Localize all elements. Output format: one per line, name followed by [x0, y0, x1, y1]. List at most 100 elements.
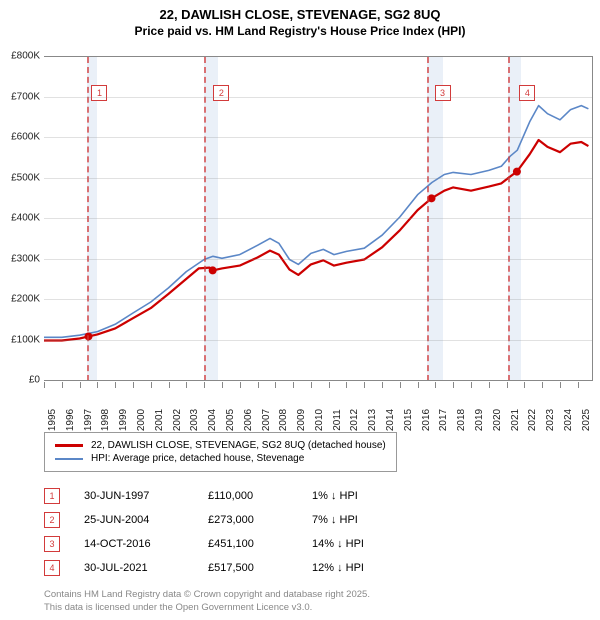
x-tick-label: 2006 — [243, 409, 254, 431]
x-tick-label: 2024 — [563, 409, 574, 431]
y-tick-label: £300K — [0, 253, 40, 264]
x-tick — [471, 382, 472, 388]
x-tick-label: 2000 — [136, 409, 147, 431]
x-tick-label: 2001 — [154, 409, 165, 431]
gridline — [44, 178, 592, 179]
sales-row-date: 30-JUL-2021 — [84, 562, 184, 574]
sales-row-price: £110,000 — [208, 490, 288, 502]
x-tick — [524, 382, 525, 388]
sale-flag: 1 — [91, 85, 107, 101]
x-tick-label: 2005 — [225, 409, 236, 431]
x-tick-label: 1998 — [100, 409, 111, 431]
sales-row-date: 30-JUN-1997 — [84, 490, 184, 502]
x-tick — [169, 382, 170, 388]
x-tick-label: 2021 — [510, 409, 521, 431]
legend: 22, DAWLISH CLOSE, STEVENAGE, SG2 8UQ (d… — [44, 432, 397, 472]
y-tick-label: £100K — [0, 334, 40, 345]
x-tick — [346, 382, 347, 388]
x-tick — [275, 382, 276, 388]
x-tick — [62, 382, 63, 388]
x-tick — [400, 382, 401, 388]
x-tick — [115, 382, 116, 388]
gridline — [44, 97, 592, 98]
sales-row-price: £517,500 — [208, 562, 288, 574]
y-tick-label: £0 — [0, 375, 40, 386]
x-tick-label: 2013 — [367, 409, 378, 431]
sale-flag: 4 — [519, 85, 535, 101]
gridline — [44, 137, 592, 138]
gridline — [44, 218, 592, 219]
gridline — [44, 340, 592, 341]
x-axis-line — [44, 380, 592, 381]
x-tick-label: 2011 — [332, 409, 343, 431]
sales-row-flag: 1 — [44, 488, 60, 504]
x-tick — [542, 382, 543, 388]
x-tick-label: 2010 — [314, 409, 325, 431]
x-tick-label: 2025 — [581, 409, 592, 431]
sales-row-flag: 3 — [44, 536, 60, 552]
x-tick — [258, 382, 259, 388]
x-tick — [311, 382, 312, 388]
sales-row-diff: 1% ↓ HPI — [312, 490, 392, 502]
sale-marker-line — [87, 57, 89, 381]
x-tick — [453, 382, 454, 388]
series-line — [44, 106, 588, 338]
y-tick-label: £400K — [0, 213, 40, 224]
x-tick-label: 1997 — [83, 409, 94, 431]
x-tick — [418, 382, 419, 388]
x-tick — [80, 382, 81, 388]
sales-row-diff: 12% ↓ HPI — [312, 562, 392, 574]
sales-row: 1 30-JUN-1997 £110,000 1% ↓ HPI — [44, 484, 392, 508]
sale-marker-line — [427, 57, 429, 381]
chart-title-1: 22, DAWLISH CLOSE, STEVENAGE, SG2 8UQ — [0, 0, 600, 24]
x-tick — [151, 382, 152, 388]
x-tick-label: 2014 — [385, 409, 396, 431]
y-tick-label: £500K — [0, 172, 40, 183]
sales-row-diff: 7% ↓ HPI — [312, 514, 392, 526]
x-tick-label: 2017 — [438, 409, 449, 431]
x-tick — [240, 382, 241, 388]
x-tick — [222, 382, 223, 388]
footer-line-2: This data is licensed under the Open Gov… — [44, 602, 370, 614]
legend-row-paid: 22, DAWLISH CLOSE, STEVENAGE, SG2 8UQ (d… — [55, 439, 386, 452]
sale-flag: 3 — [435, 85, 451, 101]
x-tick — [507, 382, 508, 388]
x-tick-label: 2015 — [403, 409, 414, 431]
x-tick-label: 1996 — [65, 409, 76, 431]
x-tick — [382, 382, 383, 388]
y-tick-label: £800K — [0, 51, 40, 62]
x-tick-label: 2023 — [545, 409, 556, 431]
footer-line-1: Contains HM Land Registry data © Crown c… — [44, 589, 370, 601]
x-tick — [435, 382, 436, 388]
x-tick-label: 1999 — [118, 409, 129, 431]
legend-swatch-hpi — [55, 458, 83, 460]
legend-label-paid: 22, DAWLISH CLOSE, STEVENAGE, SG2 8UQ (d… — [91, 440, 386, 451]
x-tick-label: 2012 — [349, 409, 360, 431]
x-axis-labels: 1995199619971998199920002001200220032004… — [44, 382, 592, 430]
x-tick — [293, 382, 294, 388]
sale-flag: 2 — [213, 85, 229, 101]
y-tick-label: £700K — [0, 91, 40, 102]
x-tick — [204, 382, 205, 388]
series-line — [44, 140, 588, 341]
sales-row-diff: 14% ↓ HPI — [312, 538, 392, 550]
x-tick — [97, 382, 98, 388]
x-tick — [489, 382, 490, 388]
sales-row-price: £451,100 — [208, 538, 288, 550]
x-tick — [560, 382, 561, 388]
x-tick-label: 2020 — [492, 409, 503, 431]
y-tick-label: £200K — [0, 294, 40, 305]
x-tick — [329, 382, 330, 388]
gridline — [44, 259, 592, 260]
x-tick-label: 2019 — [474, 409, 485, 431]
x-tick — [578, 382, 579, 388]
sales-row-flag: 4 — [44, 560, 60, 576]
x-tick-label: 1995 — [47, 409, 58, 431]
chart-title-2: Price paid vs. HM Land Registry's House … — [0, 24, 600, 38]
x-tick-label: 2008 — [278, 409, 289, 431]
figure: 22, DAWLISH CLOSE, STEVENAGE, SG2 8UQ Pr… — [0, 0, 600, 620]
x-tick-label: 2003 — [189, 409, 200, 431]
sales-row: 314-OCT-2016£451,10014% ↓ HPI — [44, 532, 392, 556]
y-tick-label: £600K — [0, 132, 40, 143]
sales-table: 130-JUN-1997£110,0001% ↓ HPI225-JUN-2004… — [44, 484, 392, 580]
